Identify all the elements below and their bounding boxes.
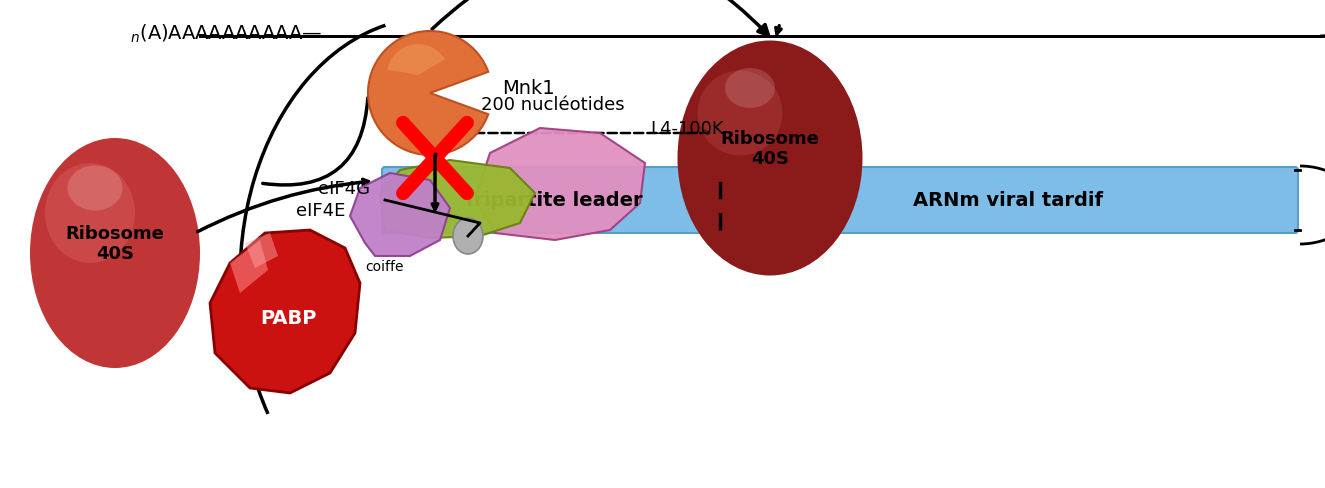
Ellipse shape bbox=[725, 69, 775, 109]
Ellipse shape bbox=[30, 139, 200, 368]
Text: Tripartite leader: Tripartite leader bbox=[462, 191, 643, 210]
Wedge shape bbox=[387, 45, 445, 76]
Text: PABP: PABP bbox=[260, 309, 317, 328]
Polygon shape bbox=[209, 230, 360, 393]
Text: $_n$(A)AAAAAAAAAA—: $_n$(A)AAAAAAAAAA— bbox=[130, 23, 322, 45]
Ellipse shape bbox=[697, 71, 783, 156]
Polygon shape bbox=[380, 161, 535, 239]
FancyArrowPatch shape bbox=[262, 99, 368, 185]
Text: eIF4E: eIF4E bbox=[295, 202, 344, 220]
Text: Ribosome
40S: Ribosome 40S bbox=[721, 129, 819, 168]
Ellipse shape bbox=[453, 219, 484, 254]
Polygon shape bbox=[245, 234, 278, 268]
Text: 200 nucléotides: 200 nucléotides bbox=[481, 96, 624, 114]
Wedge shape bbox=[368, 32, 488, 156]
Ellipse shape bbox=[45, 163, 135, 264]
Ellipse shape bbox=[68, 166, 122, 211]
Text: ARNm viral tardif: ARNm viral tardif bbox=[913, 191, 1102, 210]
Ellipse shape bbox=[677, 41, 863, 276]
FancyArrowPatch shape bbox=[432, 0, 768, 36]
FancyBboxPatch shape bbox=[382, 168, 1298, 234]
Polygon shape bbox=[350, 174, 450, 257]
Polygon shape bbox=[474, 129, 645, 241]
Text: Ribosome
40S: Ribosome 40S bbox=[65, 224, 164, 263]
Polygon shape bbox=[231, 241, 268, 293]
Text: coiffe: coiffe bbox=[364, 260, 404, 273]
Text: Mnk1: Mnk1 bbox=[502, 80, 555, 98]
Text: L4-100K: L4-100K bbox=[651, 120, 723, 138]
Text: eIF4G: eIF4G bbox=[318, 180, 370, 198]
